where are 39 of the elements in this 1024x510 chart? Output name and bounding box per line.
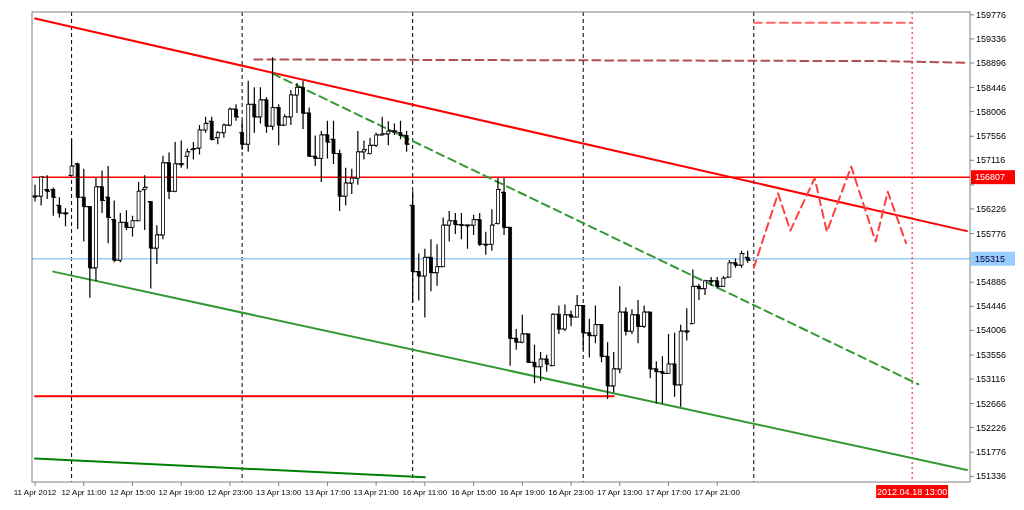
x-tick-label: 13 Apr 21:00 xyxy=(353,488,400,497)
y-tick-label: 154886 xyxy=(976,277,1007,288)
y-tick-label: 152666 xyxy=(976,398,1007,409)
y-tick-label: 152226 xyxy=(976,422,1007,433)
x-tick-label: 16 Apr 23:00 xyxy=(548,488,595,497)
x-tick-label: 12 Apr 11:00 xyxy=(61,488,107,497)
x-tick-label: 2012.04.18 13:00 xyxy=(877,487,948,497)
x-tick-label: 17 Apr 17:00 xyxy=(645,488,692,497)
x-tick-label: 17 Apr 13:00 xyxy=(597,488,644,497)
candlestick xyxy=(142,174,147,231)
ref-line-label: 155315 xyxy=(975,253,1006,264)
ref-line-label: 156807 xyxy=(975,172,1006,183)
y-tick-label: 153116 xyxy=(976,374,1006,385)
y-tick-label: 157556 xyxy=(976,131,1007,142)
x-tick-label: 12 Apr 15:00 xyxy=(109,488,156,497)
x-tick-label: 16 Apr 11:00 xyxy=(402,488,448,497)
x-tick-label: 13 Apr 17:00 xyxy=(304,488,351,497)
y-tick-label: 153556 xyxy=(976,350,1007,361)
x-tick-label: 17 Apr 21:00 xyxy=(694,488,741,497)
x-tick-label: 12 Apr 23:00 xyxy=(207,488,254,497)
y-tick-label: 155776 xyxy=(976,228,1007,239)
y-tick-label: 158896 xyxy=(976,58,1007,69)
line-series xyxy=(752,165,908,269)
x-tick-label: 16 Apr 19:00 xyxy=(499,488,546,497)
y-tick-label: 151336 xyxy=(976,471,1007,482)
y-tick-label: 159776 xyxy=(976,9,1007,20)
candlestick xyxy=(185,147,190,170)
x-tick-label: 16 Apr 15:00 xyxy=(450,488,497,497)
x-tick-label: 11 Apr 2012 xyxy=(13,488,57,497)
y-tick-label: 159336 xyxy=(976,34,1007,45)
y-tick-label: 158006 xyxy=(976,106,1007,117)
y-tick-label: 151776 xyxy=(976,447,1007,458)
y-tick-label: 154006 xyxy=(976,325,1007,336)
y-tick-label: 156226 xyxy=(976,204,1007,215)
x-tick-label: 12 Apr 19:00 xyxy=(158,488,205,497)
x-tick-label: 13 Apr 13:00 xyxy=(255,488,302,497)
y-tick-label: 154446 xyxy=(976,301,1007,312)
y-tick-label: 157116 xyxy=(976,155,1006,166)
y-tick-label: 158446 xyxy=(976,82,1007,93)
